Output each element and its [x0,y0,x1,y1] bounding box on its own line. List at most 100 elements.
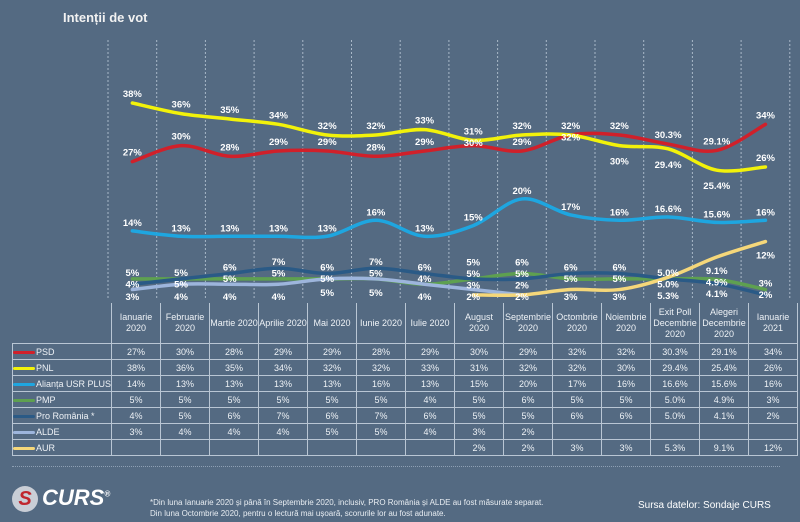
series-name: PSD [36,346,55,357]
table-row: Pro România * 4% 5% 6% 7% 6% 7% 6% 5% 5% 6% 6% 5.0% 4… [11,407,799,424]
column-header: Ianuarie 2021 [748,303,799,344]
table-cell: 5% [454,407,505,424]
legend-entry: AUR [11,439,113,456]
table-cell: 16% [601,375,652,392]
table-row: PNL 38% 36% 35% 34% 32% 32% 33% 31% 32% 32% 30% 29.4… [11,359,799,376]
table-cell: 13% [405,375,456,392]
table-cell [209,439,260,456]
data-label: 6% [612,263,626,274]
data-label: 3% [564,292,578,303]
data-label: 4% [223,292,237,303]
data-label: 13% [269,223,289,234]
table-row: AUR 2% 2% 3% 3% 5.3% 9.1% 12% [11,439,799,456]
data-label: 5% [369,288,383,299]
data-label: 26% [756,153,776,164]
data-label: 2% [759,290,773,301]
legend-entry: Alianța USR PLUS [11,375,113,392]
data-label: 38% [123,89,143,100]
logo-registered: ® [104,489,111,499]
table-cell: 30% [454,343,505,360]
table-cell: 4% [258,423,309,440]
data-label: 5.3% [657,291,679,302]
legend-entry: PMP [11,391,113,408]
line-plot: 38%27%14%5%4%3%36%30%13%5%5%4%35%28%13%6… [107,40,791,303]
table-cell: 6% [209,407,260,424]
table-cell: 2% [503,423,554,440]
table-cell: 17% [552,375,603,392]
table-cell: 5% [454,391,505,408]
legend-swatch [13,414,35,418]
data-label: 3% [759,279,773,290]
column-header: Iulie 2020 [405,303,456,344]
table-cell: 32% [552,343,603,360]
data-label: 6% [418,263,432,274]
table-cell: 13% [160,375,211,392]
table-cell: 4% [111,407,162,424]
data-label: 32% [366,121,386,132]
table-cell: 5% [356,391,407,408]
table-cell: 9.1% [699,439,750,456]
table-cell: 34% [748,343,799,360]
footnote-line-2: Din luna Octombrie 2020, pentru o lectur… [150,509,446,518]
data-table: Ianuarie 2020 Februarie 2020 Martie 2020 Ap… [11,303,799,456]
data-label: 14% [123,218,143,229]
data-label: 16% [610,207,630,218]
table-cell [111,439,162,456]
table-cell: 5% [258,391,309,408]
table-cell [160,439,211,456]
data-label: 4.9% [706,278,728,289]
data-label: 31% [464,126,484,137]
column-header: Februarie 2020 [160,303,211,344]
legend-swatch [13,366,35,370]
data-label: 5% [125,268,139,279]
table-cell: 30% [601,359,652,376]
data-label: 30% [610,157,630,168]
footnote: *Din luna Ianuarie 2020 și până în Septe… [150,497,620,519]
data-label: 5% [564,274,578,285]
table-cell: 6% [503,391,554,408]
column-header: Iunie 2020 [356,303,407,344]
table-cell: 4% [160,423,211,440]
series-name: AUR [36,442,56,453]
data-label: 5.0% [657,279,679,290]
series-line-alian-a-usr-plus [130,197,768,240]
data-label: 32% [512,121,532,132]
table-cell: 3% [748,391,799,408]
table-cell [405,439,456,456]
table-cell: 25.4% [699,359,750,376]
header-corner [13,303,112,344]
table-cell: 5% [160,407,211,424]
table-cell: 4% [405,391,456,408]
column-header: Noiembrie 2020 [601,303,652,344]
series-line-psd [130,122,768,164]
table-cell: 30.3% [650,343,701,360]
table-cell: 5% [601,391,652,408]
series-line-pnl [130,101,768,173]
data-label: 2% [466,292,480,303]
data-label: 5% [272,269,286,280]
legend-swatch [13,382,35,386]
data-label: 35% [220,105,240,116]
column-header: Mai 2020 [307,303,358,344]
table-cell [552,423,603,440]
chart-title: Intenții de vot [63,10,148,25]
table-cell: 33% [405,359,456,376]
data-label: 2% [515,292,529,303]
curs-logo: S CURS® [12,485,110,512]
column-header: Ianuarie 2020 [111,303,162,344]
table-cell: 20% [503,375,554,392]
data-label: 3% [125,292,139,303]
data-label: 4% [125,279,139,290]
data-label: 4% [418,292,432,303]
legend-entry: PNL [11,359,113,376]
table-cell: 5.0% [650,391,701,408]
data-label: 3% [612,292,626,303]
table-cell [307,439,358,456]
table-cell: 3% [111,423,162,440]
data-label: 32% [318,121,338,132]
table-cell: 38% [111,359,162,376]
table-cell: 5% [160,391,211,408]
data-label: 5% [223,274,237,285]
footnote-line-1: *Din luna Ianuarie 2020 și până în Septe… [150,498,544,507]
